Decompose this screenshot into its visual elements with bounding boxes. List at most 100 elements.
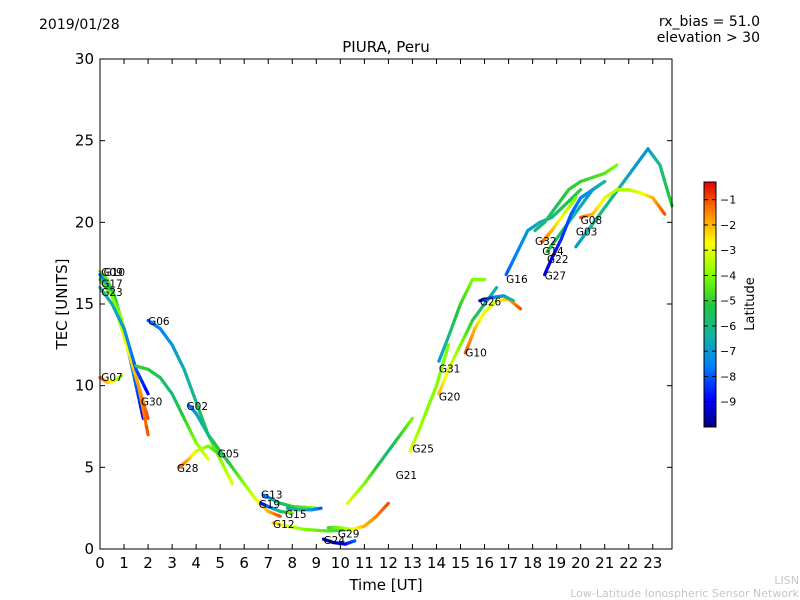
data-point (601, 179, 607, 185)
colorbar-ticks: −1 −2 −3 −4 −5 −6 −7 −8 −9 (704, 194, 736, 409)
colorbar-tick-label: −4 (720, 269, 736, 282)
satellite-label: G21 (396, 470, 418, 482)
colorbar-tick-label: −9 (720, 396, 736, 409)
series-g08 (579, 188, 667, 220)
x-tick-label: 12 (379, 554, 398, 572)
y-tick-label: 10 (75, 377, 94, 395)
series-g32 (533, 163, 619, 233)
series-g27 (543, 179, 607, 277)
colorbar-label: Latitude (743, 277, 758, 331)
series-g23 (98, 286, 150, 396)
x-axis-label: Time [UT] (348, 576, 422, 594)
data-point (613, 163, 619, 169)
colorbar-tick-label: −3 (720, 244, 736, 257)
x-tick-label: 1 (119, 554, 129, 572)
colorbar-tick-label: −7 (720, 345, 736, 358)
satellite-label: G12 (273, 519, 295, 531)
colorbar-tick-label: −1 (720, 194, 736, 207)
series-g14 (540, 196, 578, 244)
x-tick-label: 23 (643, 554, 662, 572)
data-point (572, 196, 578, 203)
plot-frame (99, 58, 673, 550)
x-tick-label: 6 (239, 554, 249, 572)
satellite-label: G17 (101, 279, 123, 291)
data-point (228, 477, 234, 486)
series-g29 (326, 501, 391, 532)
date-label: 2019/01/28 (39, 17, 120, 33)
data-point (661, 209, 667, 216)
x-tick-label: 17 (499, 554, 518, 572)
data-point (510, 298, 515, 303)
colorbar-tick-label: −2 (720, 219, 736, 232)
footer-line1: LISN (774, 574, 799, 587)
x-tick-label: 21 (595, 554, 614, 572)
x-tick-label: 2 (143, 554, 153, 572)
satellite-label: G32 (535, 236, 557, 248)
satellite-label: G20 (439, 391, 461, 403)
series-g16 (504, 188, 583, 277)
series-g19 (259, 501, 294, 515)
rx-bias-label: rx_bias = 51.0 (658, 14, 760, 30)
satellite-label: G25 (412, 444, 434, 456)
satellite-label: G30 (141, 396, 163, 408)
satellite-label: G05 (218, 449, 240, 461)
data-point (276, 513, 282, 518)
satellite-label: G14 (542, 246, 564, 258)
satellite-label: G15 (285, 509, 307, 521)
x-tick-label: 20 (571, 554, 590, 572)
satellite-label: G02 (187, 401, 209, 413)
x-tick-label: 10 (331, 554, 350, 572)
data-point (144, 424, 150, 437)
x-tick-label: 16 (475, 554, 494, 572)
data-point (516, 305, 523, 311)
data-point (351, 539, 357, 543)
data-point (144, 409, 150, 420)
y-tick-label: 0 (84, 540, 94, 558)
x-tick-label: 14 (427, 554, 446, 572)
satellite-label: G09 (101, 267, 123, 279)
data-point (408, 416, 415, 423)
data-point (384, 501, 391, 508)
series-g30 (134, 364, 210, 461)
x-tick-label: 7 (263, 554, 273, 572)
satellite-label: G22 (547, 254, 569, 266)
y-tick-label: 25 (75, 132, 94, 150)
satellite-label: G07 (101, 372, 123, 384)
x-tick-label: 22 (619, 554, 638, 572)
series-g25 (408, 343, 451, 453)
data-point (492, 286, 499, 292)
x-tick-label: 13 (403, 554, 422, 572)
x-tick-label: 5 (215, 554, 225, 572)
satellite-label: G19 (259, 499, 281, 511)
x-tick-label: 19 (547, 554, 566, 572)
y-tick-label: 5 (84, 458, 94, 476)
satellite-label: G23 (101, 287, 123, 299)
satellite-label: G03 (576, 226, 598, 238)
satellite-label: G28 (177, 463, 199, 475)
data-point (216, 451, 222, 456)
data-point (204, 454, 210, 461)
satellite-label: G10 (465, 347, 487, 359)
chart-title: PIURA, Peru (342, 38, 429, 56)
header-meta: rx_bias = 51.0 elevation > 30 (657, 14, 760, 46)
series-g20 (437, 286, 499, 396)
series-g28 (177, 444, 222, 469)
y-tick-label: 30 (75, 50, 94, 68)
satellite-label: G31 (439, 364, 461, 376)
x-tick-label: 8 (287, 554, 297, 572)
x-tick-label: 0 (95, 554, 105, 572)
satellite-label: G27 (545, 271, 567, 283)
colorbar-tick-label: −5 (720, 295, 736, 308)
x-tick-label: 18 (523, 554, 542, 572)
footer-line2: Low-Latitude Ionospheric Sensor Network (570, 587, 799, 600)
colorbar: −1 −2 −3 −4 −5 −6 −7 −8 −9 Latitude (703, 181, 758, 428)
footer: LISN Low-Latitude Ionospheric Sensor Net… (570, 574, 799, 600)
series-g15 (285, 506, 323, 512)
x-tick-label: 11 (355, 554, 374, 572)
satellite-label: G13 (261, 489, 283, 501)
satellite-label: G08 (581, 215, 603, 227)
x-tick-label: 9 (312, 554, 322, 572)
satellite-label: G24 (324, 535, 346, 547)
